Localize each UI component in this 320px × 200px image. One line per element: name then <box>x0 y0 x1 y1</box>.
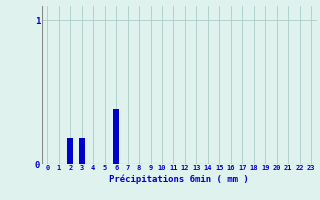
Bar <box>113 109 119 164</box>
Bar <box>79 138 84 164</box>
X-axis label: Précipitations 6min ( mm ): Précipitations 6min ( mm ) <box>109 174 249 184</box>
Bar <box>68 138 73 164</box>
